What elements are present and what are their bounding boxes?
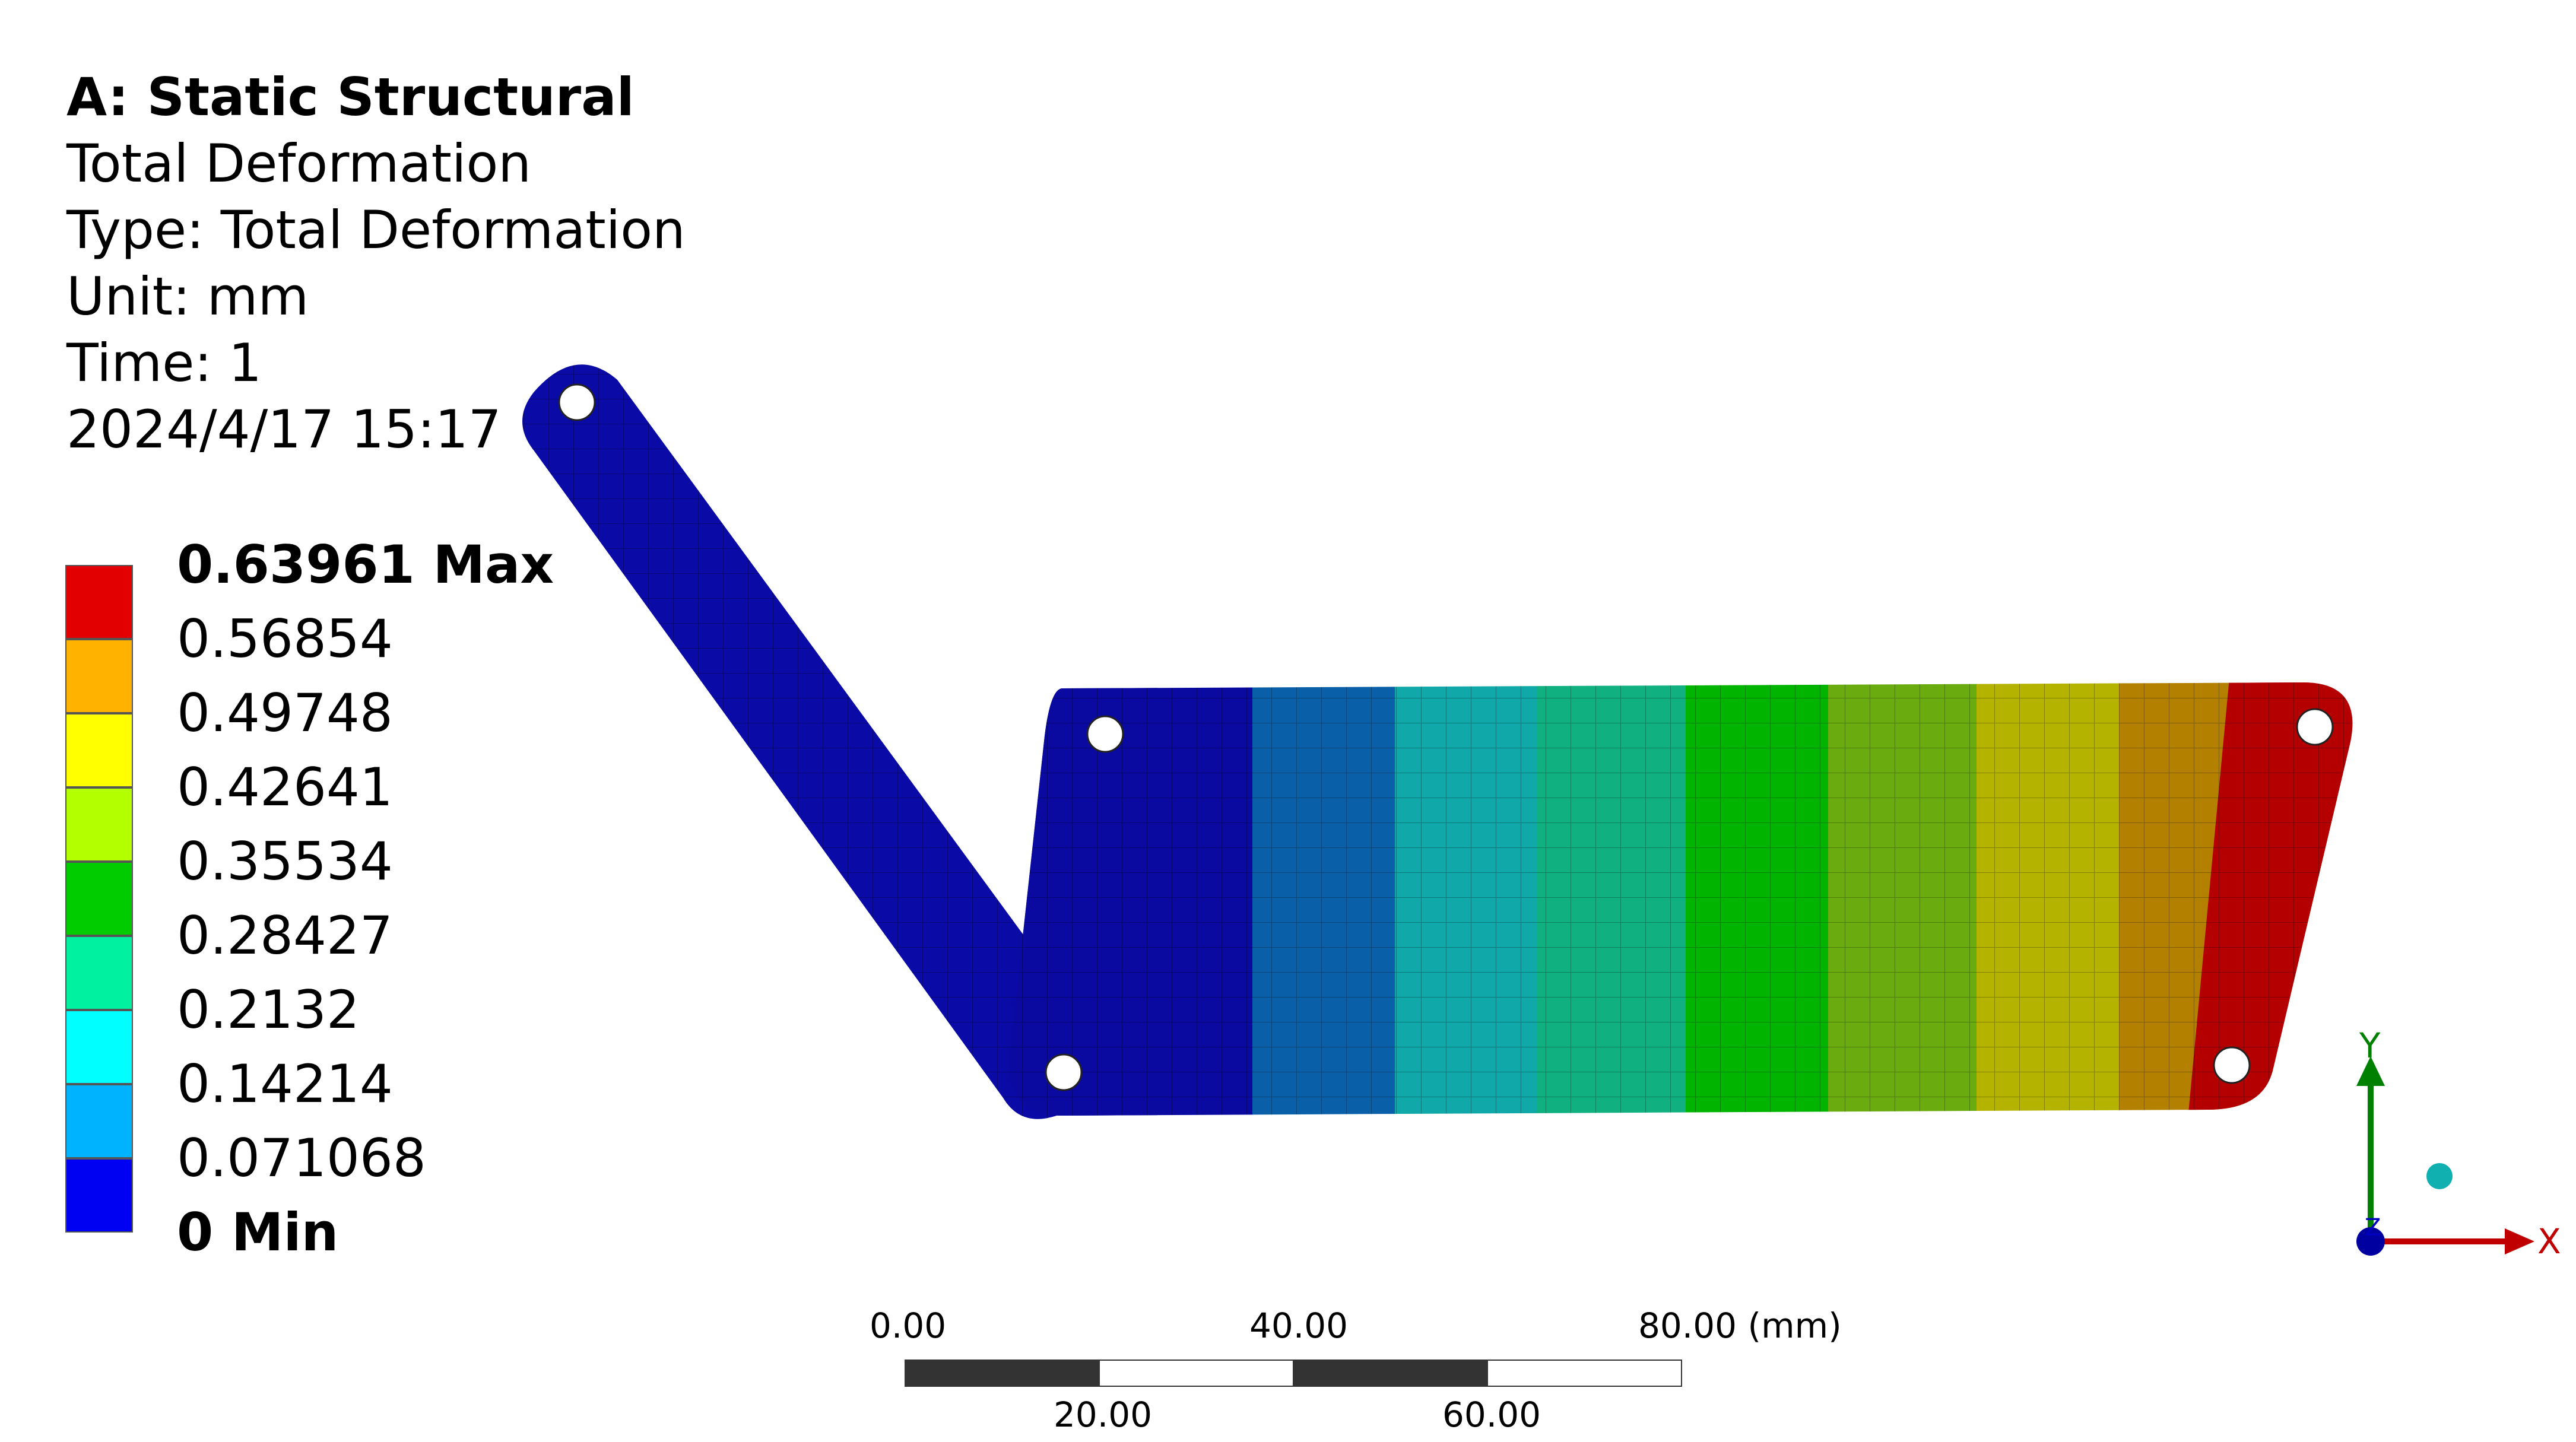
pin-hole[interactable] (1045, 1053, 1083, 1091)
legend-swatch (65, 1010, 133, 1084)
result-unit: Unit: mm (66, 266, 309, 327)
z-axis-label: Z (2365, 1214, 2381, 1241)
legend-swatch (65, 565, 133, 639)
result-name: Total Deformation (66, 133, 532, 194)
legend-swatch (65, 936, 133, 1010)
scale-bar: 0.00 40.00 80.00 (mm) 20.00 60.00 (831, 1306, 1876, 1442)
scale-label-0: 0.00 (870, 1306, 947, 1346)
linkage-frame[interactable] (979, 653, 2404, 1157)
legend-swatch (65, 787, 133, 862)
result-time: Time: 1 (66, 332, 262, 393)
legend-label: 0.071068 (177, 1127, 426, 1189)
legend-label: 0.56854 (177, 608, 393, 669)
result-timestamp: 2024/4/17 15:17 (66, 399, 502, 460)
scale-label-80: 80.00 (mm) (1638, 1306, 1842, 1346)
legend-label: 0 Min (177, 1202, 339, 1263)
analysis-title: A: Static Structural (66, 66, 635, 128)
result-info: A: Static Structural Total Deformation T… (66, 64, 686, 463)
crank-link[interactable] (522, 364, 1092, 1119)
pin-hole[interactable] (1086, 715, 1124, 753)
legend-swatch (65, 1084, 133, 1158)
legend-label: 0.28427 (177, 905, 393, 966)
pin-hole[interactable] (2296, 708, 2334, 746)
pin-hole[interactable] (2213, 1046, 2251, 1084)
legend-label: 0.42641 (177, 757, 393, 818)
result-type: Type: Total Deformation (66, 199, 686, 261)
scale-label-40: 40.00 (1249, 1306, 1349, 1346)
legend-swatch (65, 639, 133, 713)
legend-label: 0.2132 (177, 979, 360, 1040)
legend-swatch (65, 1158, 133, 1233)
legend-label: 0.63961 Max (177, 534, 554, 595)
legend-label: 0.14214 (177, 1053, 393, 1114)
x-axis-label: X (2537, 1221, 2561, 1262)
legend-swatch (65, 713, 133, 787)
legend-swatch (65, 862, 133, 936)
legend-label: 0.49748 (177, 682, 393, 744)
y-axis-label: Y (2359, 1025, 2381, 1066)
scale-label-60: 60.00 (1442, 1395, 1541, 1435)
legend-label: 0.35534 (177, 831, 393, 892)
coordinate-triad[interactable]: Y X Z (2315, 1021, 2564, 1270)
pin-hole[interactable] (558, 383, 596, 421)
scale-label-20: 20.00 (1054, 1395, 1153, 1435)
